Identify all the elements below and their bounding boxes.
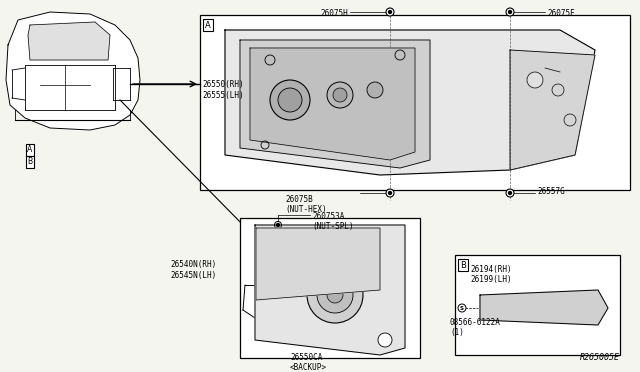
Polygon shape (480, 290, 608, 325)
Polygon shape (510, 50, 595, 170)
Text: 26540N(RH)
26545N(LH): 26540N(RH) 26545N(LH) (170, 260, 216, 280)
Text: B: B (28, 157, 33, 167)
Polygon shape (255, 225, 405, 355)
Circle shape (509, 10, 511, 13)
Text: 26550(RH)
26555(LH): 26550(RH) 26555(LH) (202, 80, 244, 100)
Text: A: A (205, 20, 211, 29)
Text: 26075H: 26075H (320, 9, 348, 18)
Text: 26194(RH)
26199(LH): 26194(RH) 26199(LH) (470, 265, 511, 285)
Circle shape (386, 189, 394, 197)
Circle shape (458, 304, 466, 312)
Circle shape (327, 287, 343, 303)
Bar (200, 15, 630, 190)
Circle shape (278, 88, 302, 112)
Text: 26075E: 26075E (547, 9, 575, 18)
Circle shape (307, 267, 363, 323)
Circle shape (506, 189, 514, 197)
Polygon shape (225, 30, 595, 175)
Bar (240, 218, 420, 358)
Circle shape (276, 224, 280, 227)
Polygon shape (240, 40, 430, 168)
Text: B: B (460, 260, 466, 269)
Text: 26557G: 26557G (537, 187, 564, 196)
Text: R265005E: R265005E (580, 353, 620, 362)
Text: 26075B
(NUT-HEX): 26075B (NUT-HEX) (285, 195, 326, 214)
Text: A: A (28, 145, 33, 154)
Polygon shape (250, 48, 415, 160)
Circle shape (506, 8, 514, 16)
Circle shape (386, 8, 394, 16)
Circle shape (333, 88, 347, 102)
Circle shape (509, 192, 511, 195)
Bar (455, 255, 620, 355)
Circle shape (378, 333, 392, 347)
Text: S: S (460, 305, 464, 311)
Polygon shape (256, 228, 380, 300)
Circle shape (327, 82, 353, 108)
Text: 26550CA
<BACKUP>: 26550CA <BACKUP> (290, 353, 327, 372)
Circle shape (317, 277, 353, 313)
Circle shape (527, 72, 543, 88)
Circle shape (270, 80, 310, 120)
Circle shape (275, 221, 282, 228)
Circle shape (388, 10, 392, 13)
Text: 08566-6122A
(1): 08566-6122A (1) (450, 318, 501, 337)
Circle shape (367, 82, 383, 98)
Polygon shape (6, 12, 140, 130)
Polygon shape (28, 22, 110, 60)
Circle shape (388, 192, 392, 195)
Text: 260753A
(NUT-SPL): 260753A (NUT-SPL) (312, 212, 354, 231)
